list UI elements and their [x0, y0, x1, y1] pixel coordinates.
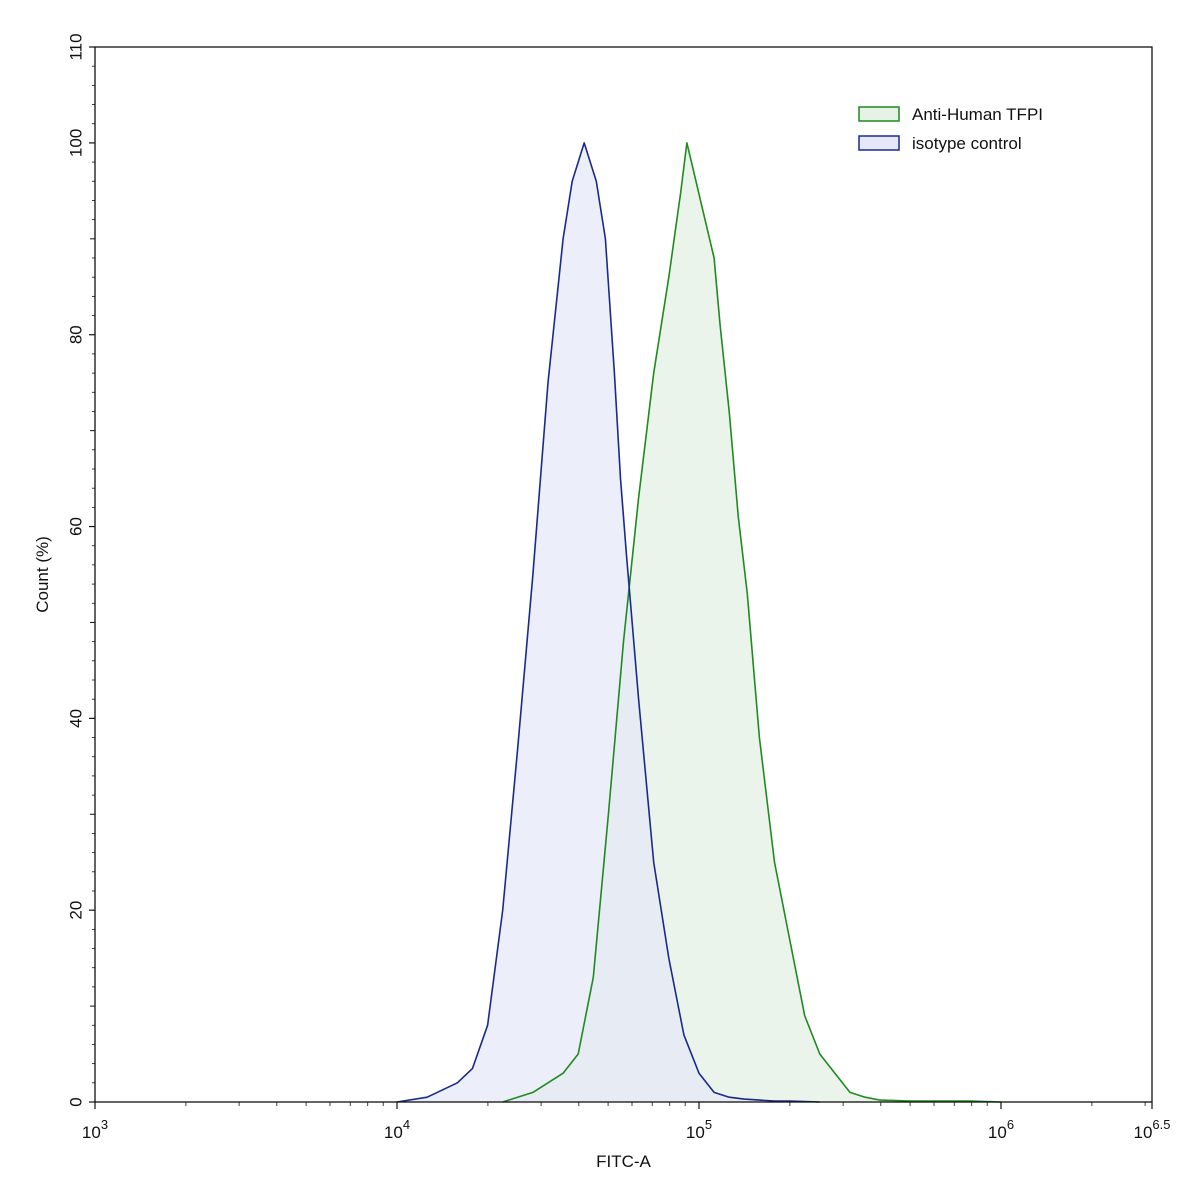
- y-tick-label: 100: [66, 129, 85, 157]
- y-tick-label: 40: [66, 709, 85, 728]
- x-tick-label: 103: [82, 1117, 108, 1142]
- legend-label: Anti-Human TFPI: [912, 105, 1043, 124]
- y-tick-label: 60: [66, 517, 85, 536]
- legend-swatch: [858, 135, 900, 151]
- x-axis-title: FITC-A: [596, 1152, 651, 1171]
- legend: Anti-Human TFPI isotype control: [858, 105, 1043, 153]
- x-tick-label: 106.5: [1134, 1117, 1171, 1142]
- y-tick-label: 80: [66, 325, 85, 344]
- series-line-1: [396, 142, 820, 1103]
- legend-swatch: [858, 106, 900, 122]
- y-tick-label: 110: [66, 33, 85, 60]
- y-tick-label: 20: [66, 901, 85, 920]
- x-tick-label: 106: [988, 1117, 1014, 1142]
- x-tick-label: 105: [686, 1117, 712, 1142]
- series-line-0: [502, 142, 1002, 1103]
- axes: 0 20 40 60 80 100 110 103 104 105 106 106.5: [66, 33, 1170, 1142]
- plot-area: [396, 142, 1002, 1103]
- legend-label: isotype control: [912, 134, 1022, 153]
- x-tick-label: 104: [384, 1117, 410, 1142]
- y-axis-title: Count (%): [33, 536, 52, 613]
- y-tick-label: 0: [66, 1097, 85, 1106]
- plot-frame: [94, 46, 1153, 1103]
- series-fill-1: [397, 142, 820, 1102]
